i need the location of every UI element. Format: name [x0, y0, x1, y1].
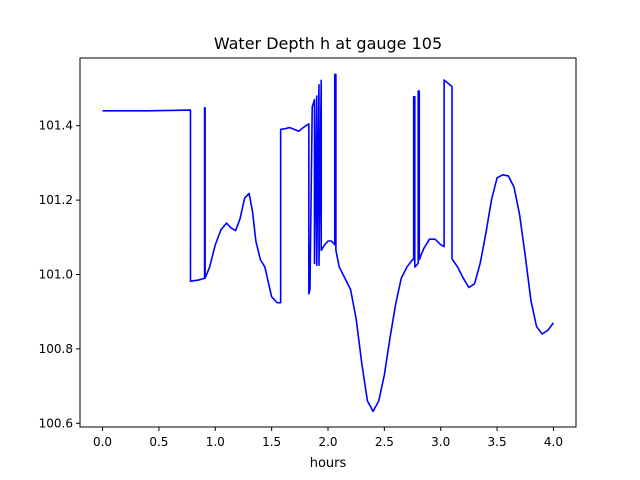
- y-tick-label: 101.2: [39, 193, 73, 207]
- series-line-0: [102, 73, 555, 413]
- y-tick-label: 100.8: [39, 342, 73, 356]
- x-tick-label: 3.5: [488, 435, 507, 449]
- x-tick-label: 2.0: [318, 435, 337, 449]
- x-tick-label: 2.5: [375, 435, 394, 449]
- plot-area: [102, 73, 555, 413]
- y-axis-ticks: 100.6 100.8 101.0 101.2 101.4: [39, 119, 80, 430]
- x-tick-label: 0.5: [149, 435, 168, 449]
- x-axis-ticks: 0.0 0.5 1.0 1.5 2.0 2.5 3.0 3.5 4.0: [93, 427, 563, 449]
- axes-frame: [79, 57, 577, 428]
- x-tick-label: 1.0: [206, 435, 225, 449]
- chart-title: Water Depth h at gauge 105: [214, 34, 442, 53]
- y-tick-label: 101.4: [39, 119, 73, 133]
- y-tick-label: 100.6: [39, 416, 73, 430]
- x-axis-label: hours: [310, 456, 347, 471]
- x-tick-label: 4.0: [544, 435, 563, 449]
- x-tick-label: 1.5: [262, 435, 281, 449]
- x-tick-label: 0.0: [93, 435, 112, 449]
- x-tick-label: 3.0: [431, 435, 450, 449]
- y-tick-label: 101.0: [39, 267, 73, 281]
